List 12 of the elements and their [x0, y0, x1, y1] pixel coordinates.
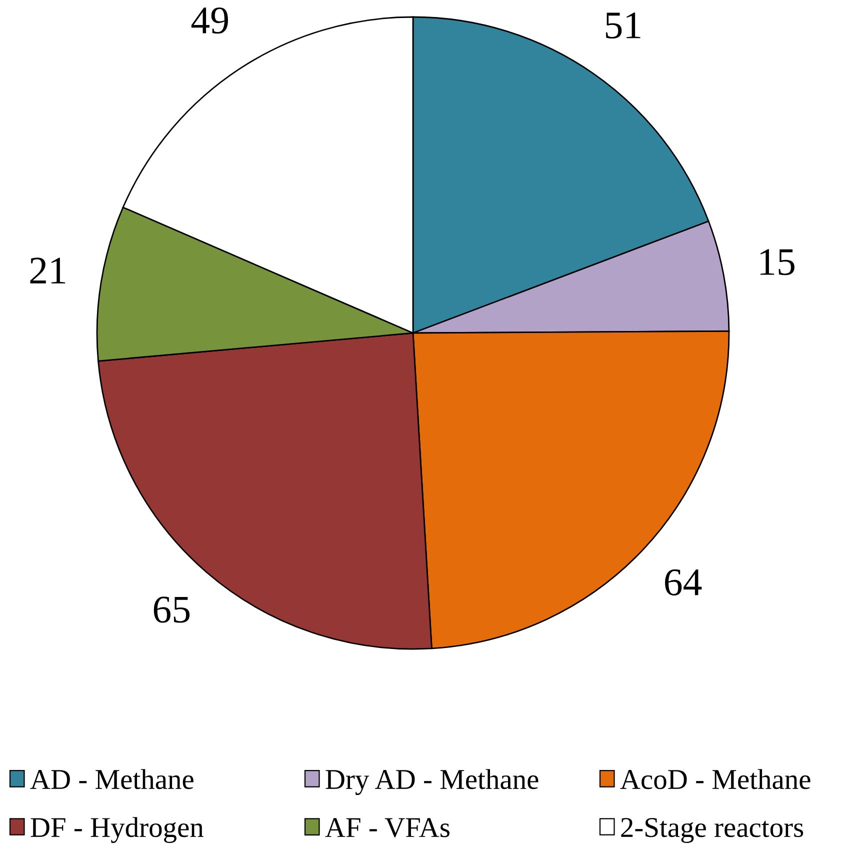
data-label: 21	[30, 258, 66, 284]
data-label: 64	[665, 569, 702, 596]
data-label: 49	[191, 8, 228, 34]
data-label: 65	[154, 596, 190, 623]
data-label: 51	[606, 12, 640, 39]
legend-label: DF - Hydrogen	[30, 817, 204, 843]
legend-label: Dry AD - Methane	[326, 769, 538, 795]
data-label: 15	[760, 249, 794, 276]
legend-label: AF - VFAs	[325, 818, 450, 838]
legend-label: AcoD - Methane	[620, 769, 810, 790]
legend-label: AD - Methane	[30, 769, 194, 790]
legend-label: 2-Stage reactors	[621, 818, 804, 843]
